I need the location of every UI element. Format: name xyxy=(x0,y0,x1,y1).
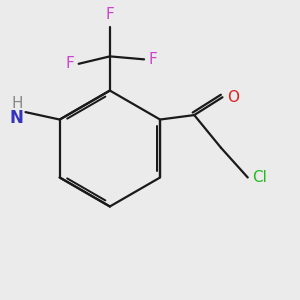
Text: N: N xyxy=(9,109,23,127)
Text: F: F xyxy=(65,56,74,71)
Text: Cl: Cl xyxy=(252,170,267,185)
Text: F: F xyxy=(148,52,157,67)
Text: H: H xyxy=(12,96,23,111)
Text: F: F xyxy=(106,7,114,22)
Text: O: O xyxy=(227,90,239,105)
